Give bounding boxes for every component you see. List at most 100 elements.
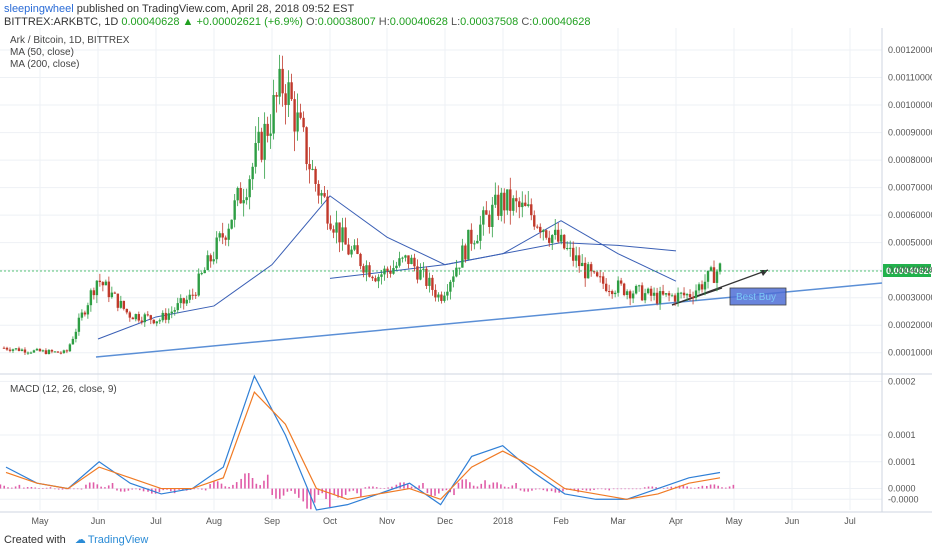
candle-body[interactable] <box>539 226 542 233</box>
candle-body[interactable] <box>107 281 111 298</box>
candle-body[interactable] <box>640 285 644 301</box>
macd-bar[interactable] <box>472 485 475 489</box>
macd-bar[interactable] <box>244 473 246 489</box>
candle-body[interactable] <box>86 305 90 315</box>
candle-body[interactable] <box>715 271 719 283</box>
macd-legend[interactable]: MACD (12, 26, close, 9) <box>10 384 117 395</box>
candle-body[interactable] <box>646 288 650 294</box>
macd-bar[interactable] <box>119 488 122 492</box>
candle-body[interactable] <box>389 271 392 274</box>
candle-body[interactable] <box>404 255 407 258</box>
macd-bar[interactable] <box>329 488 331 508</box>
candle-body[interactable] <box>188 294 191 300</box>
macd-bar[interactable] <box>604 488 607 490</box>
candle-body[interactable] <box>26 352 30 354</box>
candle-body[interactable] <box>676 292 680 302</box>
candle-body[interactable] <box>634 286 638 294</box>
macd-bar[interactable] <box>461 479 464 489</box>
candle-body[interactable] <box>200 273 203 275</box>
candle-body[interactable] <box>551 235 554 243</box>
macd-bar[interactable] <box>138 488 141 491</box>
candle-body[interactable] <box>122 300 126 309</box>
candle-body[interactable] <box>533 215 536 227</box>
candle-body[interactable] <box>491 204 494 227</box>
macd-bar[interactable] <box>697 486 700 489</box>
macd-bar[interactable] <box>107 485 110 489</box>
candle-body[interactable] <box>706 270 710 282</box>
candle-body[interactable] <box>227 228 230 240</box>
candle-body[interactable] <box>410 257 413 265</box>
candle-body[interactable] <box>347 244 350 255</box>
candle-body[interactable] <box>419 269 422 280</box>
candle-body[interactable] <box>146 314 149 316</box>
macd-bar[interactable] <box>57 488 60 490</box>
candle-body[interactable] <box>655 292 659 304</box>
macd-bar[interactable] <box>469 482 471 489</box>
candle-body[interactable] <box>161 312 164 321</box>
macd-bar[interactable] <box>608 488 611 491</box>
macd-bar[interactable] <box>193 488 196 490</box>
macd-bar[interactable] <box>662 488 665 489</box>
macd-bar[interactable] <box>65 488 68 490</box>
macd-bar[interactable] <box>147 488 149 492</box>
macd-bar[interactable] <box>706 485 708 489</box>
projection-arrow[interactable] <box>671 269 769 306</box>
candle-body[interactable] <box>425 268 428 286</box>
candle-body[interactable] <box>173 310 176 312</box>
candle-body[interactable] <box>71 338 75 345</box>
candle-body[interactable] <box>694 290 698 298</box>
candle-body[interactable] <box>104 281 108 286</box>
candle-body[interactable] <box>482 210 485 225</box>
macd-bar[interactable] <box>372 486 374 489</box>
candle-body[interactable] <box>664 293 668 295</box>
candle-body[interactable] <box>470 229 473 244</box>
candle-body[interactable] <box>416 266 419 280</box>
candle-body[interactable] <box>661 291 665 295</box>
macd-bar[interactable] <box>713 484 716 489</box>
macd-bar[interactable] <box>352 488 355 491</box>
macd-bar[interactable] <box>445 488 448 491</box>
candle-body[interactable] <box>308 164 311 170</box>
candle-body[interactable] <box>251 166 254 180</box>
candle-body[interactable] <box>263 123 266 160</box>
candle-body[interactable] <box>215 237 218 260</box>
candle-body[interactable] <box>359 253 362 267</box>
candle-body[interactable] <box>140 320 144 323</box>
candle-body[interactable] <box>221 233 224 238</box>
macd-bar[interactable] <box>69 488 71 490</box>
macd-bar[interactable] <box>480 483 483 489</box>
candle-body[interactable] <box>604 283 608 292</box>
candle-body[interactable] <box>230 219 233 229</box>
macd-bar[interactable] <box>391 486 393 489</box>
macd-bar[interactable] <box>635 488 638 490</box>
candle-body[interactable] <box>164 312 167 320</box>
macd-bar[interactable] <box>178 488 180 490</box>
macd-bar[interactable] <box>360 488 362 497</box>
macd-bar[interactable] <box>484 480 486 489</box>
candle-body[interactable] <box>95 280 99 296</box>
candle-body[interactable] <box>682 292 686 296</box>
candle-body[interactable] <box>158 320 161 322</box>
macd-bar[interactable] <box>395 484 398 489</box>
macd-bar[interactable] <box>30 487 33 489</box>
macd-bar[interactable] <box>364 487 367 489</box>
macd-bar[interactable] <box>18 484 21 489</box>
candle-body[interactable] <box>458 267 461 269</box>
candle-body[interactable] <box>527 204 530 206</box>
candle-body[interactable] <box>41 350 45 352</box>
candle-body[interactable] <box>209 255 212 262</box>
candle-body[interactable] <box>167 313 170 320</box>
macd-bar[interactable] <box>581 488 584 490</box>
macd-bar[interactable] <box>418 485 420 489</box>
macd-bar[interactable] <box>457 482 460 489</box>
candle-body[interactable] <box>317 183 320 196</box>
macd-bar[interactable] <box>496 482 498 489</box>
macd-bar[interactable] <box>597 488 599 490</box>
best-buy-box[interactable] <box>729 287 787 306</box>
macd-bar[interactable] <box>383 488 386 489</box>
macd-bar[interactable] <box>368 486 370 489</box>
macd-bar[interactable] <box>204 488 207 491</box>
candle-body[interactable] <box>446 291 449 296</box>
macd-bar[interactable] <box>589 488 592 491</box>
candle-body[interactable] <box>542 230 545 233</box>
